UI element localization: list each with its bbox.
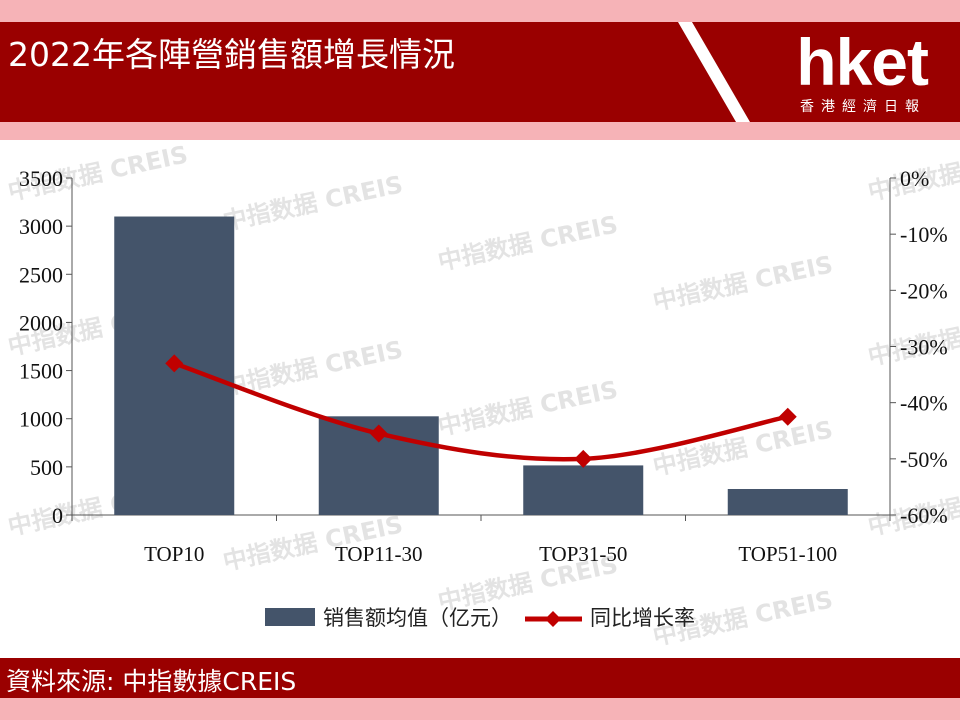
bar-TOP51-100 — [727, 489, 848, 515]
axes-layer: 0 500 1000 1500 2000 2500 3000 3500 -60% -50% -40%… — [19, 166, 948, 566]
watermark-text: 中指数据 CREIS — [435, 210, 620, 275]
y-left-tick-label: 2000 — [19, 310, 63, 335]
growth-point-TOP31-50 — [574, 449, 593, 468]
hket-logo: hket — [796, 25, 929, 99]
logo-red-block — [692, 22, 960, 122]
watermark-text: 中指数据 CREIS — [435, 375, 620, 440]
x-tick-label: TOP11-30 — [335, 542, 423, 566]
y-left-tick-label: 1500 — [19, 359, 63, 384]
line-layer — [165, 354, 797, 468]
x-tick-label: TOP31-50 — [539, 542, 627, 566]
y-right-tick-label: -10% — [900, 222, 948, 247]
chart-area: 中指数据 CREIS 中指数据 CREIS 中指数据 CREIS 中指数据 CREIS… — [0, 140, 960, 658]
y-right-tick-label: -60% — [900, 503, 948, 528]
x-tick-label: TOP10 — [144, 542, 204, 566]
legend-bar-swatch — [265, 608, 315, 626]
legend: 销售额均值（亿元） 同比增长率 — [265, 606, 695, 630]
hket-logo-subtitle: 香港經濟日報 — [800, 99, 926, 115]
logo-panel — [678, 22, 960, 122]
legend-line-marker — [545, 611, 561, 627]
y-right-tick-label: 0% — [900, 166, 929, 191]
watermark-text: 中指数据 CREIS — [650, 415, 835, 480]
y-right-tick-label: -30% — [900, 335, 948, 360]
y-left-tick-label: 1000 — [19, 407, 63, 432]
source-note: 資料來源: 中指數據CREIS — [6, 667, 297, 696]
y-left-tick-label: 3000 — [19, 214, 63, 239]
legend-line-label: 同比增长率 — [590, 606, 695, 630]
growth-point-TOP51-100 — [778, 407, 797, 426]
page-title: 2022年各陣營銷售額增長情況 — [8, 35, 455, 74]
chart-svg: 中指数据 CREIS 中指数据 CREIS 中指数据 CREIS 中指数据 CREIS… — [5, 140, 960, 650]
footer-banner: 資料來源: 中指數據CREIS — [0, 658, 960, 698]
growth-point-TOP10 — [165, 354, 184, 373]
y-right-tick-label: -20% — [900, 278, 948, 303]
bars-layer — [114, 216, 848, 515]
y-left-tick-label: 0 — [52, 503, 63, 528]
watermark-text: 中指数据 CREIS — [650, 250, 835, 315]
growth-rate-line — [173, 361, 789, 462]
y-right-tick-label: -40% — [900, 391, 948, 416]
y-left-tick-label: 500 — [30, 455, 63, 480]
y-right-tick-label: -50% — [900, 447, 948, 472]
legend-bar-label: 销售额均值（亿元） — [323, 606, 512, 630]
header-banner: 2022年各陣營銷售額增長情況 hket 香港經濟日報 — [0, 22, 960, 122]
y-left-tick-label: 2500 — [19, 262, 63, 287]
x-tick-label: TOP51-100 — [738, 542, 837, 566]
growth-point-TOP11-30 — [369, 424, 388, 443]
y-left-tick-label: 3500 — [19, 166, 63, 191]
watermark-text: 中指数据 CREIS — [220, 170, 405, 235]
bar-TOP31-50 — [523, 465, 644, 515]
